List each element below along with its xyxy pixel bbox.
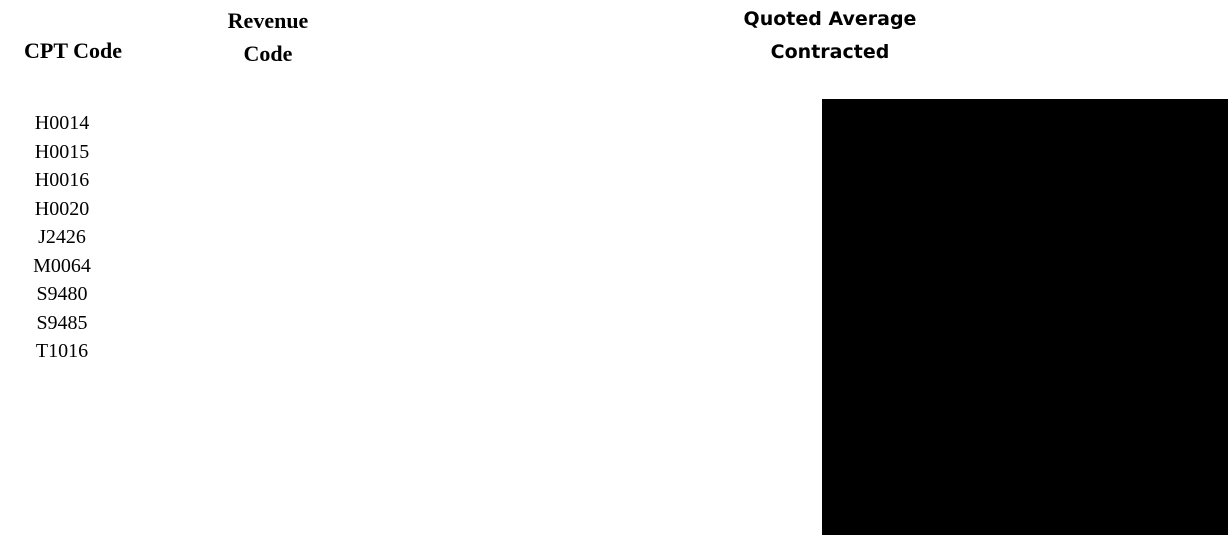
revenue-code-header-line-2: Code <box>243 41 293 66</box>
cpt-code-header: CPT Code <box>24 38 122 63</box>
revenue-code-header: Revenue Code <box>205 4 331 70</box>
revenue-code-header-line-1: Revenue <box>227 8 309 33</box>
cpt-code-item: H0014 <box>34 112 90 134</box>
cpt-code-item: S9485 <box>36 311 88 334</box>
cpt-code-item: J2426 <box>38 226 86 248</box>
cpt-code-item: S9480 <box>36 283 88 305</box>
cpt-code-item: M0064 <box>33 254 91 277</box>
cpt-code-item: H0016 <box>34 169 90 191</box>
redaction-block <box>822 99 1228 535</box>
cpt-code-item: H0015 <box>34 140 90 163</box>
quoted-average-header-line-2: Contracted <box>770 41 890 63</box>
quoted-average-header: Quoted Average Contracted <box>700 3 960 69</box>
cpt-code-item: T1016 <box>35 340 89 362</box>
cpt-code-list: H0014 H0015 H0016 H0020 J2426 M0064 S948… <box>0 109 124 366</box>
cpt-code-item: H0020 <box>34 197 90 220</box>
quoted-average-header-line-1: Quoted Average <box>743 8 917 30</box>
